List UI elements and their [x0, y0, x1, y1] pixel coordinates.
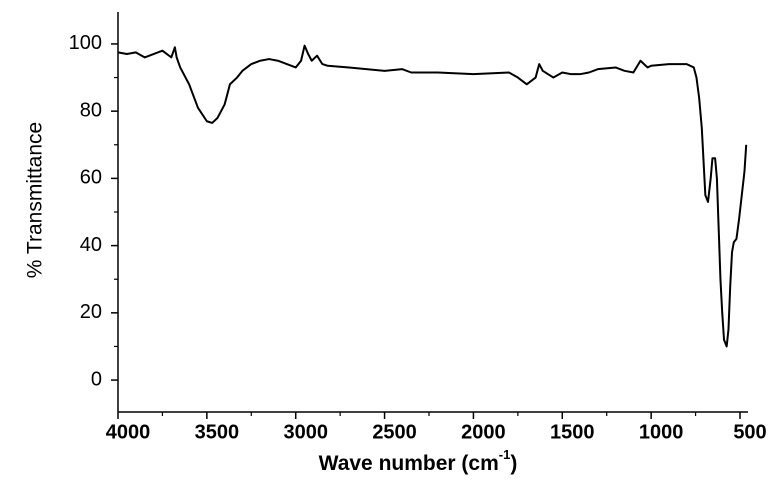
y-tick-label: 60 — [80, 167, 102, 189]
x-tick-label: 2000 — [461, 421, 506, 443]
x-tick-label: 3500 — [195, 421, 240, 443]
y-axis-title: % Transmittance — [24, 122, 47, 278]
x-axis-title: Wave number (cm-1) — [319, 447, 518, 474]
y-tick-label: 40 — [80, 234, 102, 256]
y-tick-label: 100 — [69, 32, 102, 54]
x-axis-title-end: ) — [510, 452, 517, 475]
y-tick-label: 20 — [80, 301, 102, 323]
y-tick-label: 80 — [80, 99, 102, 121]
spectrum-line — [117, 44, 748, 348]
x-axis-title-sup: -1 — [499, 447, 511, 462]
y-tick-label: 0 — [91, 368, 102, 390]
x-tick-label: 1500 — [550, 421, 595, 443]
x-tick-label: 1000 — [639, 421, 684, 443]
x-tick-label: 500 — [733, 421, 766, 443]
x-axis-title-main: Wave number (cm — [319, 452, 499, 475]
x-tick-label: 3000 — [283, 421, 328, 443]
x-tick-label: 4000 — [106, 421, 151, 443]
x-tick-label: 2500 — [372, 421, 417, 443]
